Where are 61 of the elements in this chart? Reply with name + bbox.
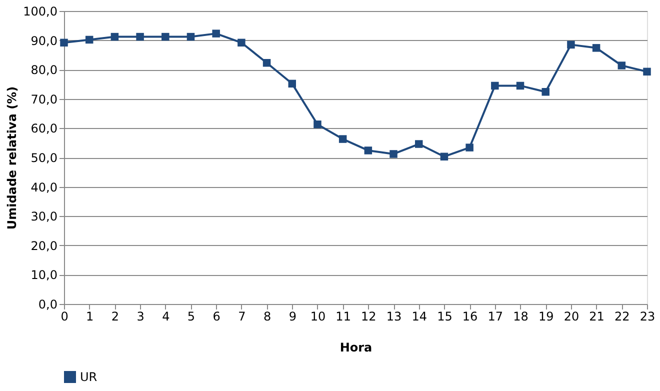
point [85,36,94,44]
point [186,32,195,41]
x-tick-label: 16 [462,310,478,324]
point [542,88,550,96]
point [390,150,398,158]
point [618,62,626,70]
y-tick-label: 100,0 [23,4,58,18]
x-tick-label: 1 [86,310,94,324]
x-tick-label: 18 [513,310,528,324]
x-tick-label: 13 [386,310,402,324]
point [338,135,347,143]
x-tick-label: 17 [488,310,504,324]
point [288,80,296,88]
point [414,140,423,148]
x-tick-label: 15 [437,310,452,324]
y-axis-title: Umidade relativa (%) [5,86,20,230]
x-tick-label: 11 [336,310,351,324]
y-tick-label: 60,0 [30,122,58,136]
y-tick-label: 90,0 [30,34,58,48]
y-tick-label: 0,0 [38,298,58,312]
y-tick-label: 20,0 [30,238,58,253]
point [643,68,651,76]
y-tick-label: 40,0 [30,180,58,194]
x-tick-label: 10 [310,310,326,324]
y-tick-label: 70,0 [30,92,58,106]
point [592,44,600,52]
point [262,58,271,67]
y-tick-label: 80,0 [30,63,58,78]
x-tick-label: 0 [60,310,68,324]
y-tick-label: 30,0 [30,210,58,224]
legend-label: UR [80,370,98,384]
x-tick-label: 20 [564,310,580,324]
x-tick-label: 6 [212,310,220,324]
x-tick-label: 7 [238,310,246,324]
y-tick-label: 50,0 [30,151,58,165]
x-tick-label: 12 [361,310,376,324]
x-tick-label: 23 [640,310,656,324]
x-tick-label: 8 [263,310,272,324]
y-tick-label: 10,0 [30,268,58,282]
point [491,82,499,90]
x-tick-label: 21 [589,310,604,324]
x-tick-label: 4 [162,310,170,324]
x-tick-label: 19 [538,310,554,324]
point [364,146,372,154]
point [136,32,144,41]
x-tick-label: 2 [111,310,120,324]
point [314,120,322,128]
point [162,32,170,41]
x-tick-label: 5 [187,310,196,324]
point [516,82,524,90]
point [567,40,575,49]
point [212,30,220,38]
x-axis-title: Hora [340,340,372,354]
point [440,152,448,160]
x-tick-label: 9 [288,310,296,324]
x-tick-label: 14 [412,310,428,324]
point [466,144,474,152]
point [238,38,246,47]
x-tick-label: 3 [136,310,144,324]
point [110,32,119,41]
x-tick-label: 22 [614,310,630,324]
